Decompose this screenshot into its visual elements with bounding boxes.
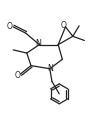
Text: O: O xyxy=(14,70,20,80)
Text: N: N xyxy=(47,64,53,73)
Text: O: O xyxy=(7,22,12,31)
Text: N: N xyxy=(35,39,41,48)
Text: O: O xyxy=(61,21,67,30)
